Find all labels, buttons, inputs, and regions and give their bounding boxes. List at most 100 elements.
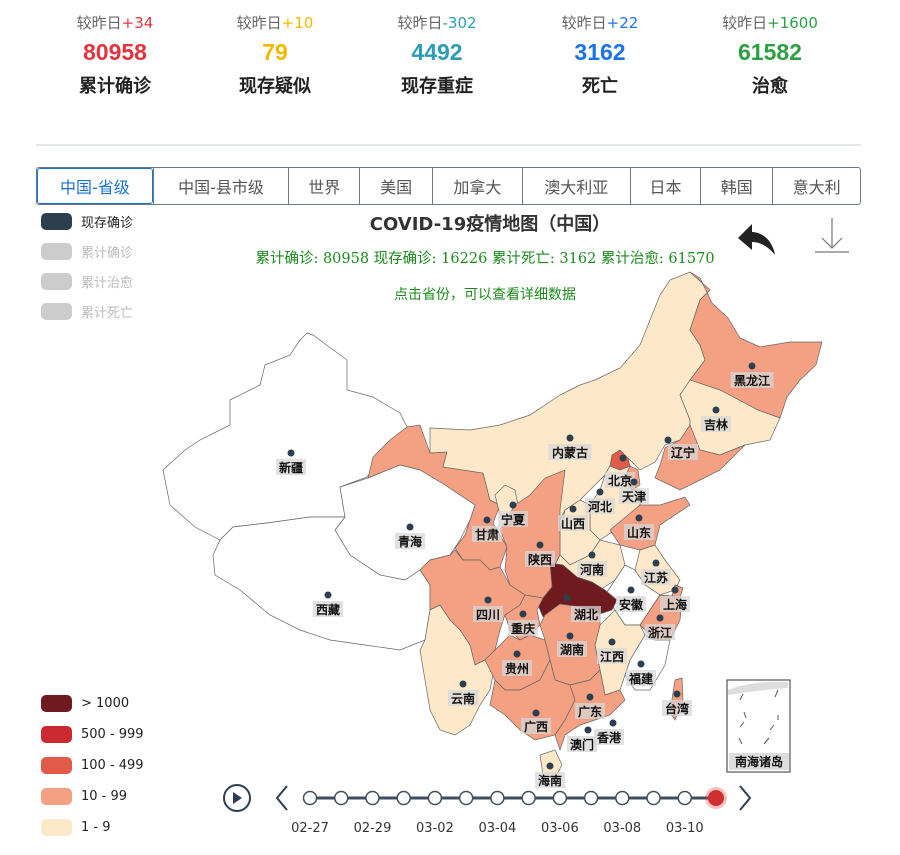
province-label-taiwan: 台湾 xyxy=(665,701,689,716)
tab-2[interactable]: 世界 xyxy=(288,168,359,204)
province-dot xyxy=(509,501,517,509)
timeline-point[interactable] xyxy=(552,790,568,806)
timeline-point[interactable] xyxy=(521,790,536,806)
province-label-gansu: 甘肃 xyxy=(475,527,499,542)
province-dot xyxy=(712,406,720,414)
tab-0[interactable]: 中国-省级 xyxy=(37,168,153,204)
province-label-shanxi: 山西 xyxy=(561,516,585,531)
label-bg xyxy=(660,596,690,612)
tab-1[interactable]: 中国-县市级 xyxy=(152,168,289,204)
tab-5[interactable]: 澳大利亚 xyxy=(521,168,630,204)
province-dot xyxy=(566,632,574,640)
label-bg xyxy=(508,620,538,636)
province-dot xyxy=(324,591,332,599)
legend-item[interactable]: 100 - 499 xyxy=(41,757,144,774)
tab-3[interactable]: 美国 xyxy=(359,168,432,204)
series-toggle[interactable]: 现存确诊 xyxy=(41,212,133,231)
legend-item[interactable]: > 1000 xyxy=(41,695,129,712)
legend-swatch xyxy=(41,757,72,774)
timeline-point[interactable] xyxy=(490,790,505,806)
timeline-point[interactable] xyxy=(302,790,318,806)
play-icon xyxy=(233,792,242,804)
province-dot xyxy=(609,719,617,727)
label-bg xyxy=(575,703,605,719)
province-label-shanghai: 上海 xyxy=(663,597,687,612)
next-arrow-icon[interactable] xyxy=(739,785,752,811)
province-dot xyxy=(630,478,638,486)
timeline-point[interactable] xyxy=(615,790,630,806)
south-china-sea-inset: 南海诸岛 xyxy=(726,679,791,773)
legend-item[interactable]: 500 - 999 xyxy=(41,726,144,743)
timeline-point[interactable] xyxy=(677,790,693,806)
play-button[interactable] xyxy=(223,784,251,812)
province-dot xyxy=(627,586,635,594)
province-dot xyxy=(566,434,574,442)
stat-card: 较昨日+10 79 现存疑似 xyxy=(195,12,355,98)
province-dot xyxy=(652,559,660,567)
legend-label: 100 - 499 xyxy=(81,758,144,773)
timeline-point-selected[interactable] xyxy=(708,790,724,806)
prev-arrow-icon[interactable] xyxy=(275,785,288,811)
timeline-point[interactable] xyxy=(333,790,349,806)
timeline[interactable]: 02-27 02-29 03-02 03-04 03-06 03-08 03-10 xyxy=(223,784,752,836)
label-bg xyxy=(557,641,587,657)
download-icon[interactable] xyxy=(815,218,849,253)
province-dot xyxy=(748,362,756,370)
province-dot xyxy=(637,660,645,668)
province-label-fujian: 福建 xyxy=(628,671,654,686)
label-bg xyxy=(276,459,306,475)
label-bg xyxy=(558,515,588,531)
toggle-swatch xyxy=(41,243,72,260)
province-label-qinghai: 青海 xyxy=(398,534,422,549)
timeline-point[interactable] xyxy=(458,790,474,806)
tab-8[interactable]: 意大利 xyxy=(772,168,860,204)
tab-4[interactable]: 加拿大 xyxy=(432,168,522,204)
series-toggle[interactable]: 累计确诊 xyxy=(41,242,133,261)
series-toggle[interactable]: 累计治愈 xyxy=(41,272,133,291)
timeline-point[interactable] xyxy=(583,790,599,806)
province-dot xyxy=(664,436,672,444)
province-label-liaoning: 辽宁 xyxy=(671,445,695,460)
timeline-point[interactable] xyxy=(396,790,411,806)
toggle-swatch xyxy=(41,273,72,290)
province-label-tianjin: 天津 xyxy=(622,489,646,504)
province-liaoning[interactable] xyxy=(654,424,746,491)
delta-value: +1600 xyxy=(767,14,818,32)
province-dot xyxy=(459,680,467,688)
map-summary: 累计确诊: 80958 现存确诊: 16226 累计死亡: 3162 累计治愈:… xyxy=(255,251,715,267)
label-bg xyxy=(535,772,565,788)
label-bg xyxy=(313,601,343,617)
province-label-jiangxi: 江西 xyxy=(600,649,624,664)
timeline-point[interactable] xyxy=(365,790,380,806)
stat-value: 4492 xyxy=(411,39,463,65)
timeline-point[interactable] xyxy=(646,790,661,806)
stat-value: 61582 xyxy=(738,39,802,65)
map-hint: 点击省份，可以查看详细数据 xyxy=(394,287,576,303)
timeline-label: 03-06 xyxy=(541,821,579,836)
province-label-jiangsu: 江苏 xyxy=(644,570,668,585)
province-dot xyxy=(596,488,604,496)
stat-label: 现存重症 xyxy=(401,76,473,97)
province-label-shaanxi: 陕西 xyxy=(528,552,552,567)
province-label-chongqing: 重庆 xyxy=(511,621,535,636)
label-bg xyxy=(594,729,624,745)
label-bg xyxy=(624,524,654,540)
tab-6[interactable]: 日本 xyxy=(629,168,701,204)
label-bg xyxy=(525,551,555,567)
province-dot xyxy=(519,610,527,618)
timeline-point[interactable] xyxy=(427,790,443,806)
back-arrow-icon[interactable] xyxy=(738,224,775,255)
province-dot xyxy=(671,586,679,594)
stat-card: 较昨日+1600 61582 治愈 xyxy=(690,12,850,98)
label-bg xyxy=(645,624,675,640)
label-bg xyxy=(619,488,649,504)
tab-7[interactable]: 韩国 xyxy=(700,168,772,204)
legend-item[interactable]: 1 - 9 xyxy=(41,819,111,836)
delta-value: -302 xyxy=(442,14,477,32)
series-toggle[interactable]: 累计死亡 xyxy=(41,302,133,321)
legend-item[interactable]: 10 - 99 xyxy=(41,788,127,805)
legend-swatch xyxy=(41,726,72,743)
legend-label: > 1000 xyxy=(81,696,130,711)
province-label-xizang: 西藏 xyxy=(316,602,340,617)
